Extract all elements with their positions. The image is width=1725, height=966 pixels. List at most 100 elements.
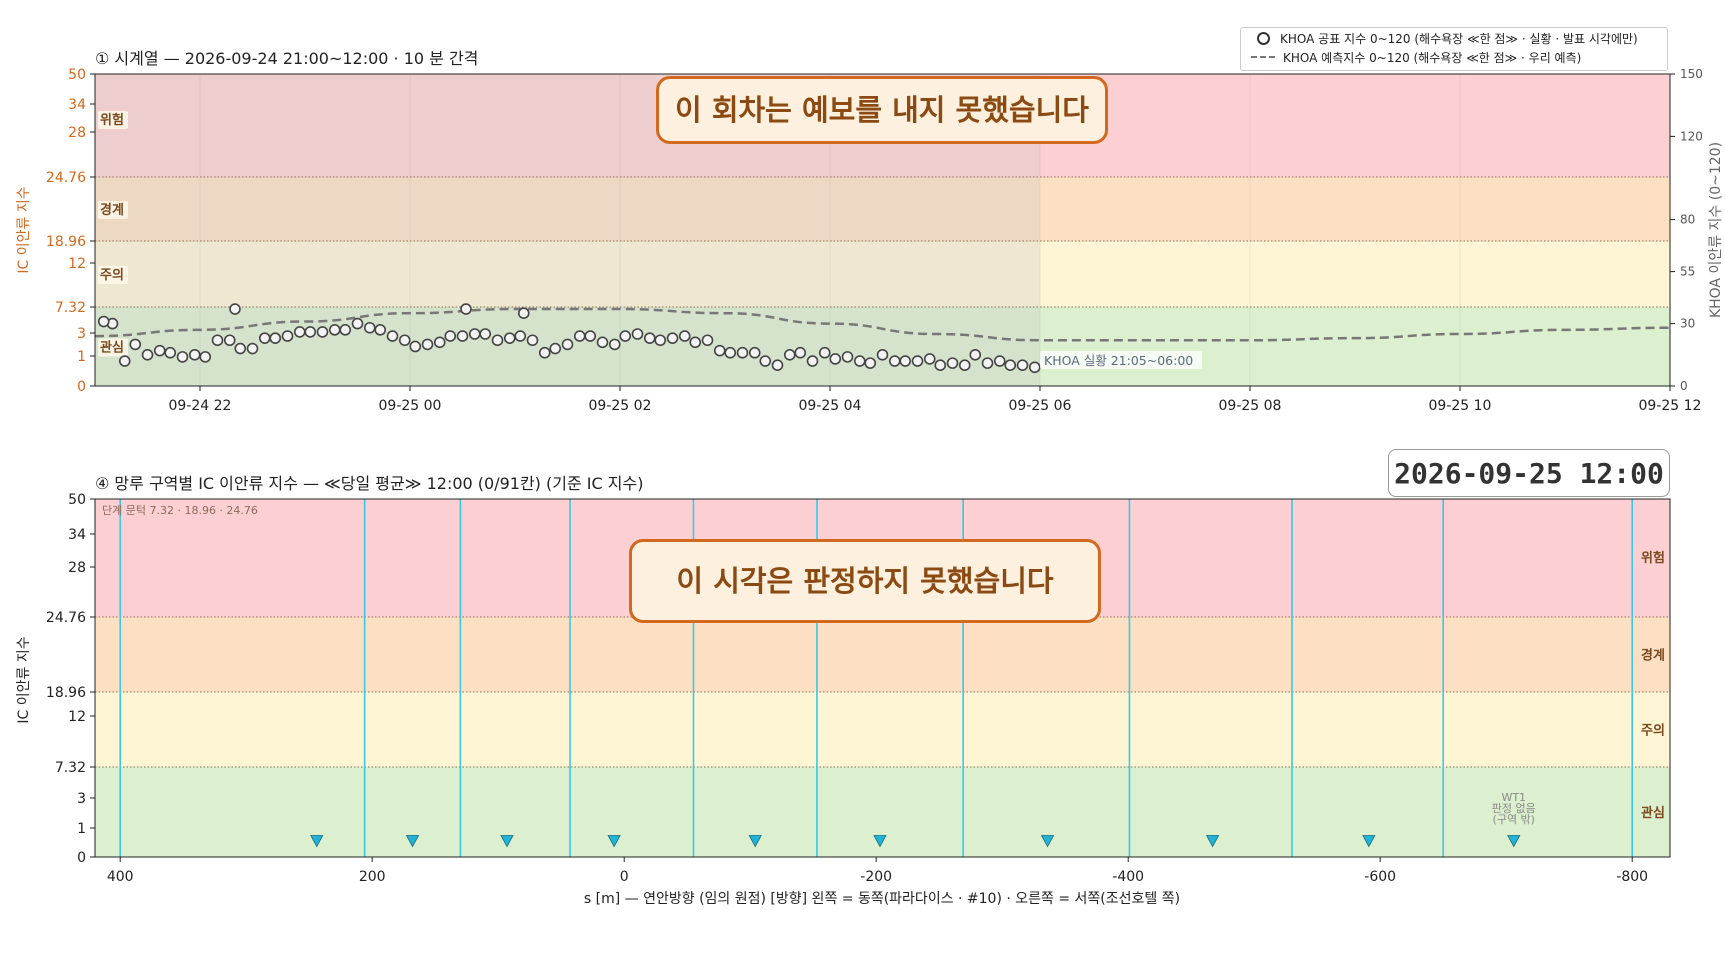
observed-point: [888, 355, 901, 367]
observed-point: [666, 332, 679, 344]
observed-point: [153, 344, 166, 357]
tower-marker: [310, 835, 324, 848]
x-tick-label: 400: [107, 869, 134, 885]
y-tick-label: 50: [68, 67, 86, 83]
y-tick-label: 1: [77, 821, 86, 837]
observed-point: [164, 346, 177, 359]
observed-point: [993, 355, 1006, 367]
x-tick-label: -400: [1112, 869, 1144, 885]
y-tick-label: 3: [77, 326, 86, 342]
observed-point: [981, 357, 994, 369]
y-tick-label: 3: [77, 791, 86, 807]
observed-point: [1016, 359, 1029, 372]
observed-point: [759, 355, 772, 367]
observed-point: [1004, 359, 1017, 372]
observed-point: [549, 342, 562, 355]
observed-point: [479, 328, 492, 340]
x-tick-label: 09-25 10: [1429, 398, 1492, 414]
observed-point: [460, 303, 472, 315]
observed-point: [678, 330, 691, 342]
y2-tick-label: 0: [1680, 379, 1688, 393]
observed-point: [829, 353, 842, 365]
x-tick-label: 09-25 12: [1639, 398, 1702, 414]
observed-point: [771, 359, 784, 372]
x-axis-label: s [m] — 연안방향 (임의 원점) [방향] 왼쪽 = 동쪽(파라다이스 …: [584, 891, 1180, 907]
no-data-note: (구역 밖): [1493, 813, 1535, 826]
observed-point: [351, 317, 364, 330]
observed-point: [97, 315, 110, 328]
chart-title: ④ 망루 구역별 IC 이안류 지수 — ≪당일 평균≫ 12:00 (0/91…: [95, 474, 643, 493]
zone-label-bg: [98, 266, 128, 284]
no-data-note: 판정 없음: [1492, 802, 1536, 815]
y-tick-label: 12: [68, 709, 86, 725]
zone-band: [95, 177, 1670, 241]
observed-point: [293, 326, 306, 338]
observed-point: [339, 324, 352, 336]
observed-point: [526, 334, 539, 347]
zone-label-bg: [98, 111, 128, 129]
observed-point: [899, 355, 912, 367]
observed-point: [853, 355, 866, 367]
tower-marker: [1040, 835, 1055, 848]
observed-point: [561, 338, 574, 351]
observed-point: [141, 348, 154, 361]
observed-point: [421, 338, 434, 351]
observed-point: [573, 330, 586, 342]
x-tick-label: 09-24 22: [169, 398, 232, 414]
y-tick-label: 7.32: [55, 300, 86, 316]
tower-marker: [405, 835, 420, 848]
observed-point: [608, 338, 621, 351]
y2-tick-label: 80: [1680, 213, 1695, 227]
x-tick-label: 09-25 04: [799, 398, 862, 414]
observed-point: [269, 332, 282, 344]
observed-point: [328, 324, 341, 336]
zone-band: [95, 692, 1670, 767]
observed-point: [1028, 361, 1041, 374]
y-tick-label: 34: [68, 527, 86, 543]
observed-point: [958, 359, 971, 372]
zone-label: 주의: [1641, 723, 1665, 739]
observed-point: [748, 346, 761, 359]
x-tick-label: 09-25 08: [1219, 398, 1282, 414]
zone-label: 관심: [1641, 805, 1665, 821]
x-tick-label: -600: [1364, 869, 1396, 885]
zone-label: 관심: [100, 340, 124, 356]
observed-point: [911, 355, 924, 367]
observed-point: [783, 348, 796, 361]
observed-point: [969, 348, 982, 361]
observed-point: [456, 330, 469, 342]
legend-item-khoa-forecast: KHOA 예측지수 0~120 (해수욕장 ≪한 점≫ · 우리 예측): [1249, 49, 1581, 67]
no-judgement-stamp: 이 시각은 판정하지 못했습니다: [629, 539, 1101, 623]
y-tick-label: 28: [68, 125, 86, 141]
y-tick-label: 7.32: [55, 760, 86, 776]
forecast-line: [94, 307, 1671, 342]
zone-label: 주의: [100, 267, 124, 283]
y2-tick-label: 150: [1680, 67, 1703, 81]
legend-item-khoa-observed: KHOA 공표 지수 0~120 (해수욕장 ≪한 점≫ · 실황 · 발표 시…: [1249, 30, 1638, 48]
observed-point: [176, 351, 189, 363]
tower-marker: [500, 835, 514, 848]
threshold-note: 단계 문턱 7.32 · 18.96 · 24.76: [102, 504, 258, 517]
tower-marker: [1507, 835, 1521, 848]
chart-title: ① 시계열 — 2026-09-24 21:00~12:00 · 10 분 간격: [95, 49, 478, 68]
tower-marker: [607, 835, 621, 848]
x-tick-label: 09-25 02: [589, 398, 652, 414]
tower-marker: [873, 835, 887, 848]
y-tick-label: 28: [68, 560, 86, 576]
observed-point: [374, 324, 387, 336]
y-tick-label: 24.76: [46, 610, 86, 626]
observed-point: [818, 346, 831, 359]
y-tick-label: 0: [77, 850, 86, 866]
y2-axis-label: KHOA 이안류 지수 (0~120): [1708, 142, 1724, 318]
observed-point: [934, 359, 947, 372]
zone-label-bg: [98, 338, 128, 357]
observed-point: [129, 338, 142, 351]
observed-point: [946, 357, 959, 369]
observed-point: [316, 326, 329, 338]
observed-point: [304, 326, 317, 338]
observed-point: [468, 328, 481, 340]
tower-marker: [748, 835, 762, 848]
observed-point: [363, 321, 376, 334]
plot-frame: [94, 73, 1671, 387]
